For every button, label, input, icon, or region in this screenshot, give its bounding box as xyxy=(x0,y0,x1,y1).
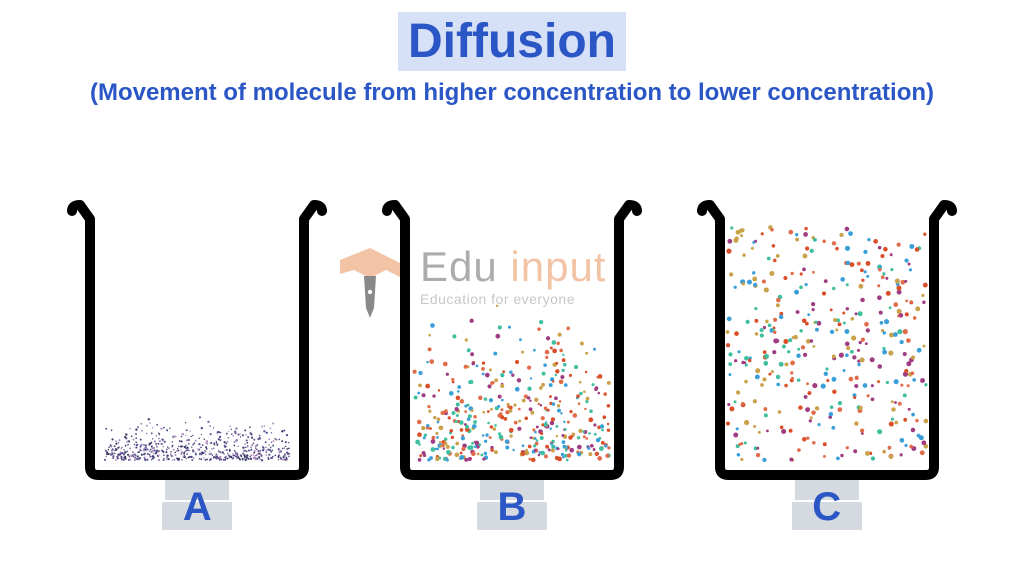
beaker-label-B: B xyxy=(498,485,527,530)
beaker-label-A: A xyxy=(183,485,212,530)
main-title: Diffusion xyxy=(398,12,626,71)
label-box-A: A xyxy=(162,502,232,530)
beaker-label-C: C xyxy=(812,485,841,530)
beaker-svg-C xyxy=(697,200,957,506)
beakers-row: A B C xyxy=(0,200,1024,530)
beaker-B: B xyxy=(382,200,642,530)
beaker-svg-A xyxy=(67,200,327,506)
label-box-C: C xyxy=(792,502,862,530)
beaker-C: C xyxy=(697,200,957,530)
beaker-A: A xyxy=(67,200,327,530)
subtitle-text: (Movement of molecule from higher concen… xyxy=(0,77,1024,109)
label-box-B: B xyxy=(477,502,547,530)
beaker-svg-B xyxy=(382,200,642,506)
